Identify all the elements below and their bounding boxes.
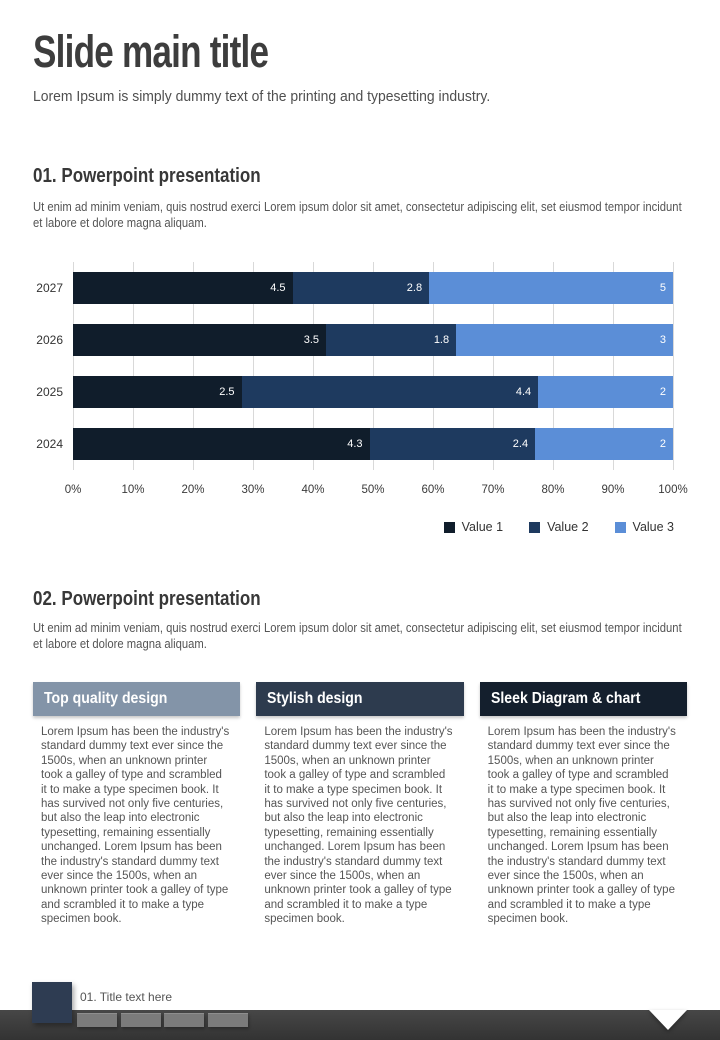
card-title: Top quality design bbox=[44, 690, 168, 707]
bar-segment-value-2: 4.4 bbox=[241, 376, 539, 408]
chart-legend: Value 1 Value 2 Value 3 bbox=[443, 520, 674, 534]
legend-item: Value 1 bbox=[443, 520, 504, 534]
x-axis-tick-label: 0% bbox=[64, 484, 82, 496]
card: Top quality design Lorem Ipsum has been t… bbox=[33, 682, 241, 927]
card: Sleek Diagram & chart Lorem Ipsum has bee… bbox=[479, 682, 687, 927]
footer-notch-triangle bbox=[649, 1010, 687, 1030]
footer-title-text: 01. Title text here bbox=[80, 990, 173, 1004]
section2-paragraph-left: Ut enim ad minim veniam, quis nostrud ex… bbox=[33, 621, 261, 651]
bar-segment-value-2: 2.4 bbox=[369, 428, 536, 460]
x-axis-tick-label: 60% bbox=[421, 484, 445, 496]
bar-value-label: 4.5 bbox=[270, 282, 286, 294]
stacked-bar-chart: 2027 4.5 2.8 5 2026 3.5 1.8 3 2025 2.5 4.4 2 2024 4.3… bbox=[36, 262, 674, 470]
bar-row: 4.3 2.4 2 bbox=[73, 428, 673, 460]
category-label: 2024 bbox=[36, 437, 63, 451]
legend-swatch bbox=[614, 521, 626, 533]
gridline bbox=[73, 262, 74, 470]
card: Stylish design Lorem Ipsum has been the i… bbox=[256, 682, 464, 927]
gridline bbox=[373, 262, 374, 470]
card-title: Stylish design bbox=[267, 690, 363, 707]
bar-segment-value-1: 3.5 bbox=[73, 324, 326, 356]
bar-row: 3.5 1.8 3 bbox=[73, 324, 673, 356]
card-header: Stylish design bbox=[256, 682, 464, 716]
bar-value-label: 4.4 bbox=[515, 386, 532, 398]
gridline bbox=[133, 262, 134, 470]
bar-value-label: 4.3 bbox=[347, 438, 363, 450]
footer-page-block bbox=[120, 1013, 161, 1027]
x-axis-tick-label: 20% bbox=[181, 484, 205, 496]
x-axis-tick-label: 10% bbox=[121, 484, 145, 496]
legend-label: Value 2 bbox=[547, 520, 589, 534]
page-title: Slide main title bbox=[33, 26, 269, 77]
card-header: Sleek Diagram & chart bbox=[479, 682, 687, 716]
gridline bbox=[553, 262, 554, 470]
x-axis-tick-label: 50% bbox=[361, 484, 385, 496]
card-body-text: Lorem Ipsum has been the industry's stan… bbox=[41, 726, 230, 926]
bar-row: 2.5 4.4 2 bbox=[73, 376, 673, 408]
bar-value-label: 3 bbox=[659, 334, 666, 346]
gridline bbox=[313, 262, 314, 470]
legend-label: Value 3 bbox=[632, 520, 674, 534]
cards-row: Top quality design Lorem Ipsum has been t… bbox=[33, 682, 687, 927]
gridline bbox=[493, 262, 494, 470]
gridline bbox=[613, 262, 614, 470]
legend-item: Value 3 bbox=[614, 520, 674, 534]
bar-segment-value-3: 2 bbox=[535, 428, 673, 460]
gridline bbox=[673, 262, 674, 470]
bar-value-label: 2.4 bbox=[512, 438, 529, 450]
section1-paragraph-left: Ut enim ad minim veniam, quis nostrud ex… bbox=[33, 200, 261, 230]
x-axis-tick-label: 100% bbox=[658, 484, 688, 496]
bar-segment-value-3: 3 bbox=[456, 324, 673, 356]
section1-paragraph-right: Lorem ipsum dolor sit amet, consectetur … bbox=[264, 200, 682, 214]
bar-segment-value-2: 1.8 bbox=[326, 324, 457, 356]
section2-paragraph-right: Lorem ipsum dolor sit amet, consectetur … bbox=[264, 621, 682, 635]
card-header: Top quality design bbox=[33, 682, 241, 716]
bar-row: 4.5 2.8 5 bbox=[73, 272, 673, 304]
x-axis-tick-label: 30% bbox=[241, 484, 265, 496]
card-body-text: Lorem Ipsum has been the industry's stan… bbox=[487, 726, 676, 926]
bar-value-label: 2 bbox=[659, 438, 666, 450]
gridline bbox=[253, 262, 254, 470]
x-axis-tick-label: 80% bbox=[541, 484, 565, 496]
page-subtitle: Lorem Ipsum is simply dummy text of the … bbox=[33, 88, 491, 105]
footer-accent-square bbox=[32, 982, 72, 1023]
bar-value-label: 5 bbox=[659, 282, 666, 294]
x-axis-tick-label: 90% bbox=[601, 484, 625, 496]
bar-segment-value-3: 2 bbox=[538, 376, 673, 408]
section1-heading: 01. Powerpoint presentation bbox=[33, 165, 261, 187]
x-axis-tick-label: 70% bbox=[481, 484, 505, 496]
legend-swatch bbox=[529, 521, 541, 533]
bar-segment-value-2: 2.8 bbox=[292, 272, 430, 304]
card-body-text: Lorem Ipsum has been the industry's stan… bbox=[264, 726, 453, 926]
category-label: 2027 bbox=[36, 281, 63, 295]
bar-value-label: 3.5 bbox=[303, 334, 319, 346]
bar-segment-value-1: 4.5 bbox=[73, 272, 293, 304]
footer-bar bbox=[0, 1010, 720, 1040]
category-label: 2025 bbox=[36, 385, 63, 399]
gridline bbox=[433, 262, 434, 470]
bar-value-label: 1.8 bbox=[433, 334, 450, 346]
gridline bbox=[193, 262, 194, 470]
section2-heading: 02. Powerpoint presentation bbox=[33, 588, 261, 610]
footer-page-block bbox=[164, 1013, 205, 1027]
bar-segment-value-1: 4.3 bbox=[73, 428, 370, 460]
legend-label: Value 1 bbox=[461, 520, 504, 534]
legend-item: Value 2 bbox=[529, 520, 589, 534]
category-label: 2026 bbox=[36, 333, 63, 347]
bar-value-label: 2 bbox=[659, 386, 666, 398]
bar-value-label: 2.8 bbox=[406, 282, 423, 294]
bar-segment-value-3: 5 bbox=[429, 272, 673, 304]
bar-value-label: 2.5 bbox=[219, 386, 235, 398]
x-axis-tick-label: 40% bbox=[301, 484, 325, 496]
card-title: Sleek Diagram & chart bbox=[490, 690, 641, 707]
legend-swatch bbox=[443, 521, 455, 533]
footer-page-block bbox=[208, 1013, 249, 1027]
footer-page-block bbox=[77, 1013, 117, 1027]
bar-segment-value-1: 2.5 bbox=[73, 376, 242, 408]
